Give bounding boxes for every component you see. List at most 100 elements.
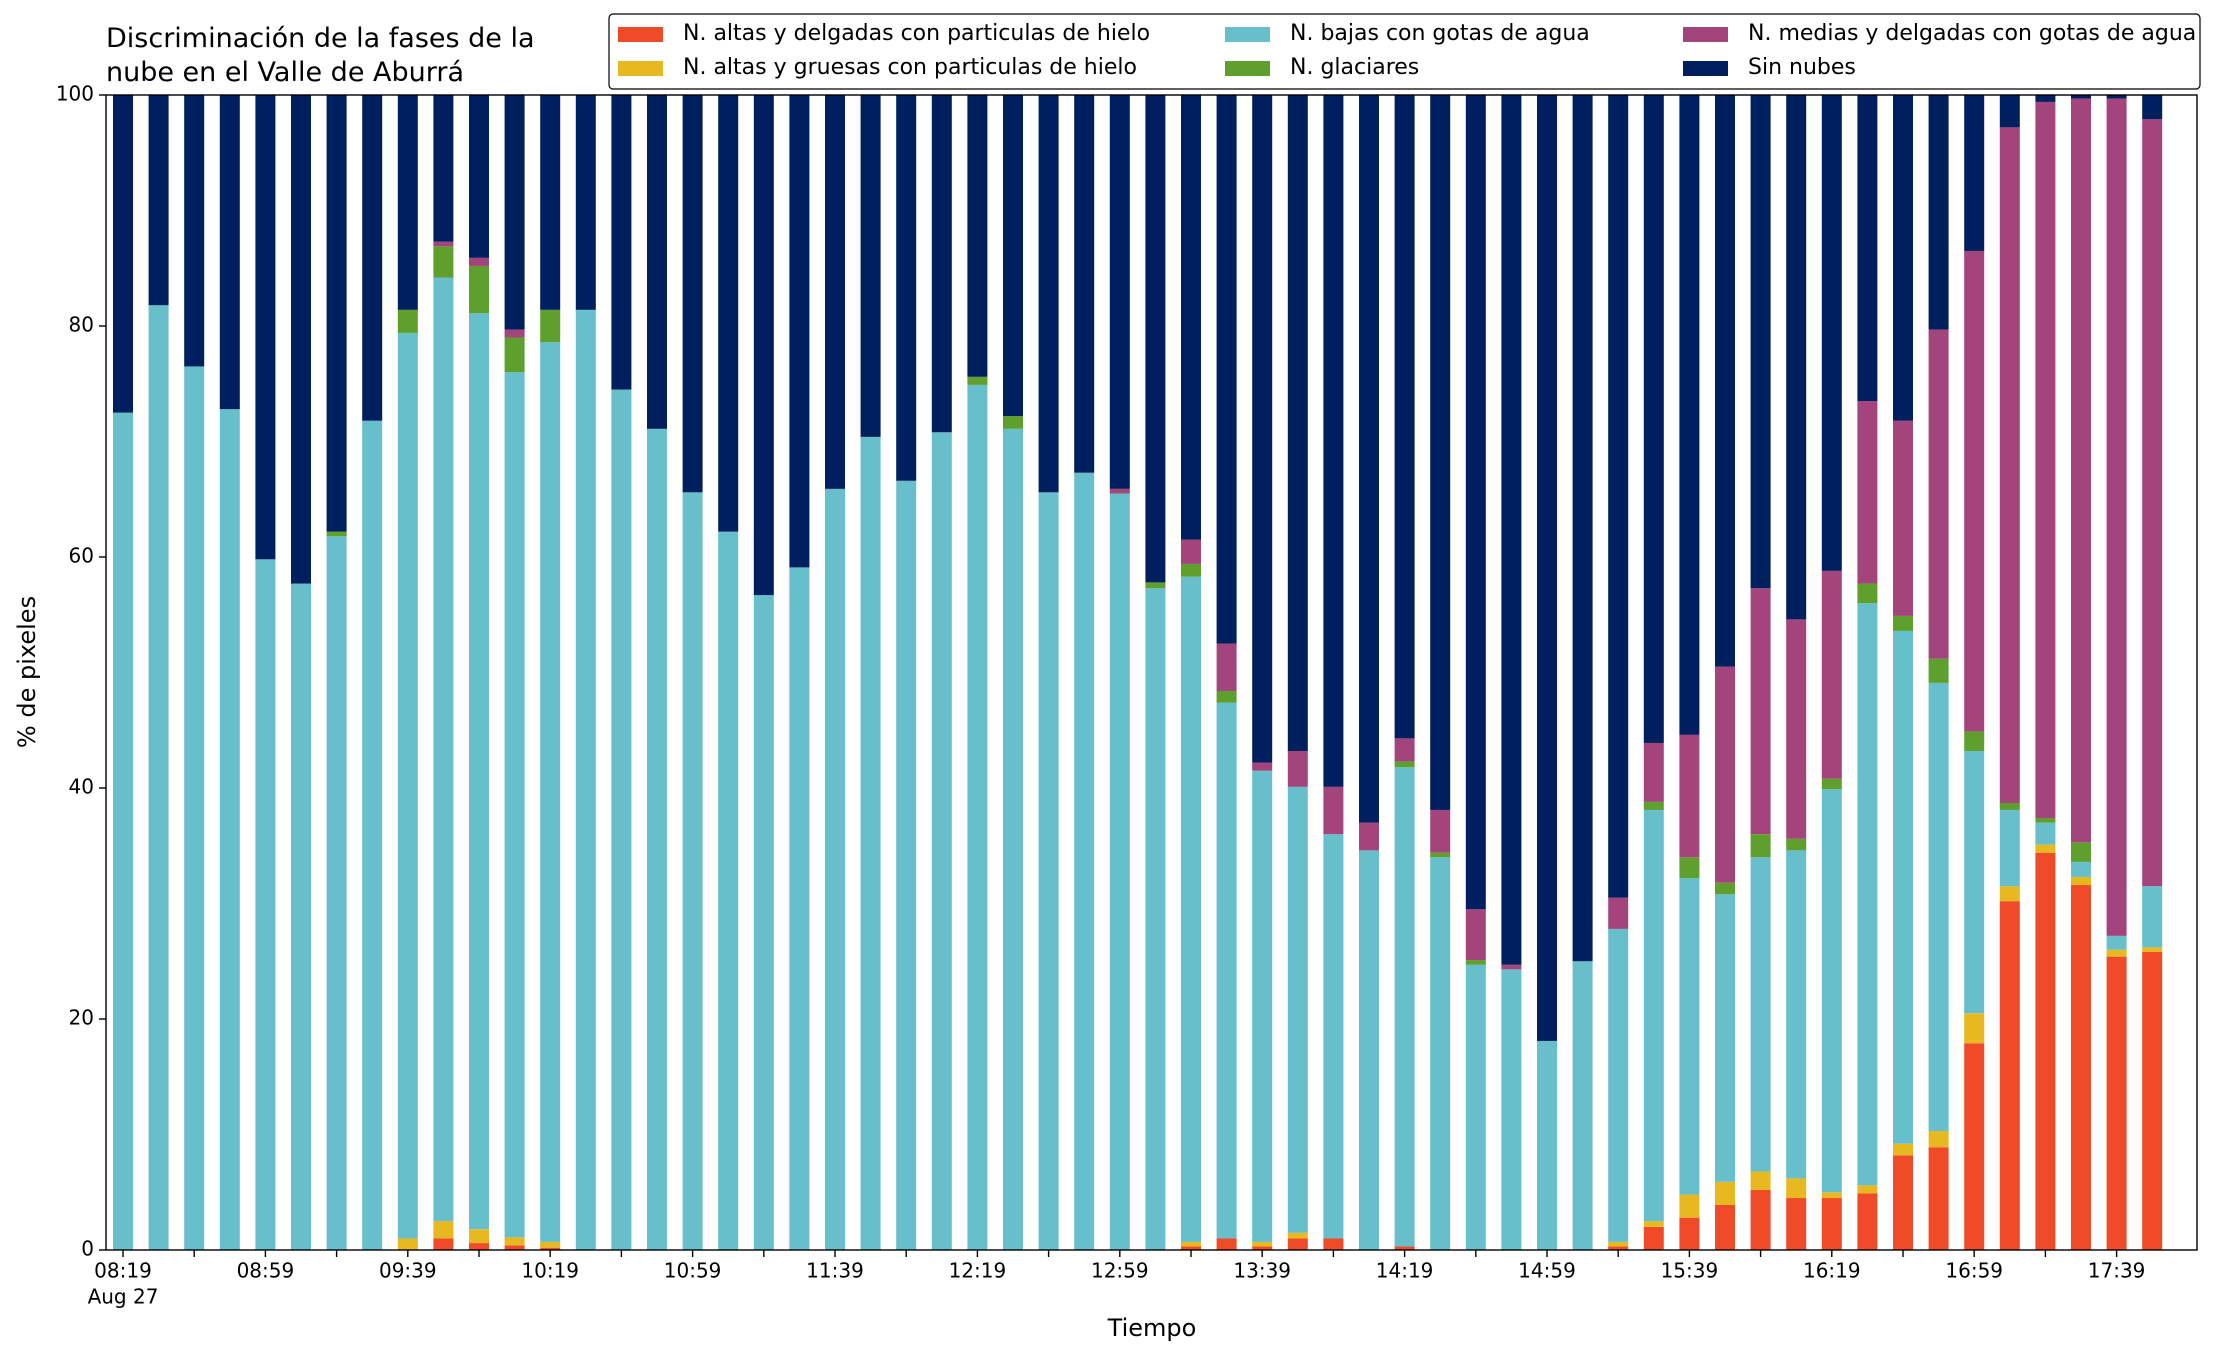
bar-segment <box>931 95 952 433</box>
bar-segment <box>291 583 311 1250</box>
bar-segment <box>1964 731 1985 752</box>
bar-segment <box>2106 98 2127 936</box>
bar-segment <box>1821 95 1842 571</box>
bar-segment <box>2035 844 2056 853</box>
bar-segment <box>2142 952 2163 1250</box>
bar-segment <box>1750 588 1771 835</box>
chart-title: Discriminación de la fases de la nube en… <box>106 23 535 88</box>
bar-segment <box>1857 603 1878 1186</box>
bar-segment <box>1964 95 1985 251</box>
bar-segment <box>1074 472 1095 1250</box>
bar-segment <box>504 329 525 338</box>
plot-frame <box>105 94 2198 1251</box>
bar-segment <box>184 95 205 367</box>
bar-segment <box>1287 1232 1308 1239</box>
bar-segment <box>1750 834 1771 858</box>
x-tick-label: 12:59 <box>1091 1259 1149 1283</box>
bar-segment <box>1928 95 1949 330</box>
bar-segment <box>1643 801 1664 810</box>
bar-segment <box>1999 803 2020 810</box>
bar-segment <box>1252 770 1273 1242</box>
bar-segment <box>1323 834 1344 1239</box>
bar-segment <box>682 95 703 493</box>
bar-segment <box>611 95 632 390</box>
bar-segment <box>1252 762 1273 771</box>
bar-segment <box>433 95 454 242</box>
bar-segment <box>291 95 311 584</box>
x-tick-label: 14:59 <box>1518 1259 1576 1283</box>
bar-segment <box>1181 563 1201 577</box>
bar-segment <box>1608 1241 1629 1247</box>
legend-box <box>608 13 2201 90</box>
bar-segment <box>1786 95 1807 620</box>
bar-segment <box>1893 615 1913 631</box>
bar-segment <box>789 95 810 568</box>
bar-segment <box>1679 734 1700 858</box>
bar-segment <box>469 257 489 266</box>
bar-segment <box>1572 961 1593 1250</box>
bar-segment <box>1786 619 1807 839</box>
bar-segment <box>1608 897 1629 929</box>
bar-segment <box>1287 1238 1308 1250</box>
x-tick-label: 09:39 <box>379 1259 437 1283</box>
bar-segment <box>1181 1241 1201 1247</box>
bar-segment <box>2071 842 2091 862</box>
bar-segment <box>469 1243 489 1250</box>
legend-label: N. altas y delgadas con particulas de hi… <box>683 21 1150 46</box>
bar-segment <box>1928 682 1949 1132</box>
bar-segment <box>1750 857 1771 1172</box>
bar-segment <box>860 436 881 1250</box>
bar-segment <box>1430 809 1451 853</box>
bar-segment <box>1216 690 1237 703</box>
bar-segment <box>1501 969 1522 1250</box>
bar-segment <box>469 1229 489 1244</box>
bar-segment <box>1857 1185 1878 1194</box>
bar-segment <box>1181 95 1201 540</box>
bar-segment <box>1465 95 1486 910</box>
bar-segment <box>148 95 169 306</box>
legend-swatch <box>618 27 663 42</box>
bar-segment <box>1394 761 1415 768</box>
bar-segment <box>433 246 454 278</box>
bar-segment <box>148 305 169 1251</box>
bar-segment <box>1145 95 1166 583</box>
bar-segment <box>825 95 845 489</box>
bar-segment <box>789 567 810 1250</box>
bar-segment <box>1821 570 1842 779</box>
bar-segment <box>1394 95 1415 739</box>
bar-segment <box>1465 909 1486 961</box>
bar-segment <box>1821 778 1842 790</box>
legend-swatch <box>1225 27 1270 42</box>
bar-segment <box>326 95 347 532</box>
bar-segment <box>2142 886 2163 948</box>
bar-segment <box>1359 95 1379 823</box>
bar-segment <box>1821 1192 1842 1199</box>
y-tick-label: 100 <box>56 82 94 106</box>
bar-segment <box>647 428 667 1250</box>
legend-swatch <box>1683 61 1728 76</box>
bar-segment <box>1537 95 1557 1041</box>
bar-segment <box>255 559 276 1250</box>
bar-segment <box>1750 1189 1771 1250</box>
bar-segment <box>1715 1204 1735 1250</box>
y-tick-label: 40 <box>69 775 94 799</box>
bar-segment <box>1893 420 1913 616</box>
bar-segment <box>1430 95 1451 810</box>
bar-segment <box>255 95 276 560</box>
x-tick-label: 14:19 <box>1376 1259 1434 1283</box>
bar-segment <box>2106 95 2127 99</box>
bar-segment <box>1999 127 2020 804</box>
bar-segment <box>1501 964 1522 970</box>
bar-segment <box>504 95 525 330</box>
bar-segment <box>2035 101 2056 819</box>
bar-segment <box>718 531 739 1250</box>
x-tick-label: 16:59 <box>1945 1259 2003 1283</box>
bar-segment <box>1323 786 1344 835</box>
bar-segment <box>1786 1178 1807 1199</box>
bar-segment <box>1999 809 2020 887</box>
bar-segment <box>113 95 133 413</box>
bar-segment <box>1893 1143 1913 1156</box>
bar-segment <box>2071 95 2091 99</box>
bar-segment <box>540 1247 561 1250</box>
bar-segment <box>1501 95 1522 965</box>
